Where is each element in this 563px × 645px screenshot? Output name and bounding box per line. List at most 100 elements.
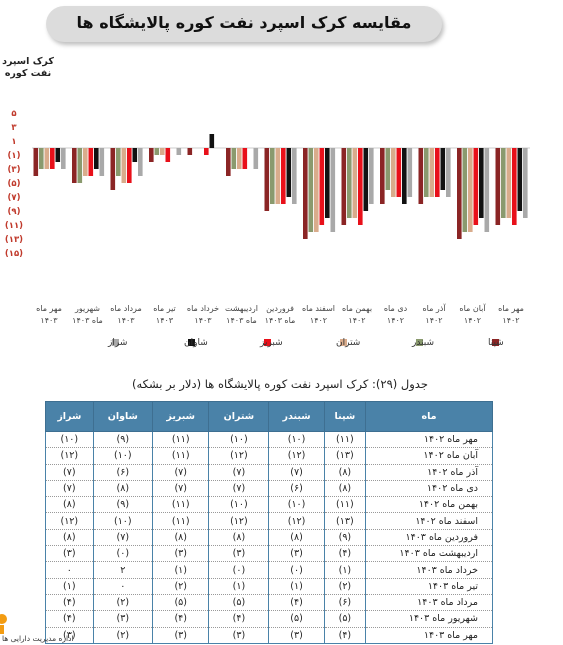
table-cell: (۱) (268, 578, 325, 595)
table-cell: آبان ماه ۱۴۰۲ (365, 447, 493, 465)
bar-شاوان (440, 148, 446, 190)
table-cell: (۱۲) (268, 512, 325, 530)
bar-شبریز (358, 148, 363, 225)
bar-شتران (506, 148, 512, 218)
footer-text: اداره مدیریت دارایی ها (2, 634, 74, 643)
bar-شپنا (457, 148, 462, 239)
table-cell: (۷) (92, 529, 153, 547)
table-cell: (۱۲) (208, 447, 269, 465)
table-cell: (۷) (45, 464, 94, 481)
table-cell: مهر ماه ۱۴۰۳ (365, 627, 493, 644)
bar-شبریز (473, 148, 479, 225)
bar-شراز (138, 148, 143, 176)
x-tick-label: خرداد ماه (187, 304, 219, 313)
y-tick-label: (۱۱) (5, 221, 23, 231)
bar-شتران (429, 148, 435, 197)
table-cell: (۱۱) (152, 447, 209, 465)
table-cell: (۲) (92, 627, 153, 644)
table-cell: (۱۰) (208, 496, 269, 514)
bar-شپنا (149, 148, 154, 162)
table-header-cell: شتران (208, 401, 270, 432)
table-cell: (۱۱) (323, 431, 366, 449)
chart-bars (32, 134, 530, 239)
table-row: آذر ماه ۱۴۰۲ (۸) (۷) (۷) (۷) (۶) (۷) (45, 464, 493, 481)
table-cell: مرداد ماه ۱۴۰۳ (365, 594, 493, 612)
bar-شبریز (204, 148, 209, 155)
table-row: مهر ماه ۱۴۰۲ (۱۱) (۱۰) (۱۰) (۱۱) (۹) (۱۰) (45, 431, 493, 449)
table-cell: (۸) (323, 464, 366, 481)
bar-شبندر (77, 148, 83, 183)
bar-شراز (330, 148, 336, 232)
table-row: مرداد ماه ۱۴۰۳ (۶) (۴) (۵) (۵) (۲) (۴) (45, 594, 493, 612)
table-cell: (۱۱) (152, 512, 209, 530)
logo-icon (0, 614, 7, 634)
bar-شتران (83, 148, 88, 176)
bar-شبریز (396, 148, 402, 197)
table-header-cell: شپنا (323, 401, 367, 432)
bar-شتران (314, 148, 319, 232)
table-row: خرداد ماه ۱۴۰۳ (۱) (۰) (۰) (۱) ۲ ۰ (45, 561, 493, 579)
table-cell: (۱۰) (268, 431, 325, 449)
table-cell: آذر ماه ۱۴۰۲ (365, 464, 493, 481)
table-row: تیر ماه ۱۴۰۳ (۲) (۱) (۱) (۲) ۰ (۱) (45, 578, 493, 595)
bar-شبریز (242, 148, 248, 169)
table-cell: (۴) (45, 594, 94, 612)
table-cell: تیر ماه ۱۴۰۳ (365, 578, 493, 595)
table-cell: (۱۰) (92, 512, 153, 530)
legend-swatch (112, 339, 119, 346)
table-cell: (۹) (92, 496, 153, 514)
table-cell: (۸) (323, 480, 366, 498)
table-cell: ۲ (92, 561, 153, 579)
table-cell: (۱۲) (45, 447, 94, 465)
bar-شپنا (264, 148, 270, 211)
x-tick-label: دی ماه (384, 304, 408, 313)
bar-شبریز (512, 148, 517, 225)
bar-شراز (369, 148, 374, 204)
table-cell: (۵) (268, 610, 325, 628)
bar-شپنا (72, 148, 77, 183)
legend-label: شبریز (259, 338, 283, 348)
legend-label: شتران (336, 338, 360, 348)
bar-شبندر (424, 148, 429, 197)
x-tick-label: ۱۴۰۲ (310, 316, 327, 325)
table-cell: (۴) (268, 594, 325, 612)
bar-شبریز (281, 148, 286, 204)
table-cell: (۴) (323, 627, 366, 644)
bar-شبندر (462, 148, 468, 232)
table-cell: (۱۳) (323, 447, 366, 465)
x-tick-label: بهمن ماه (342, 304, 372, 313)
y-tick-label: (۱۳) (5, 235, 23, 245)
bar-شاوان (132, 148, 138, 162)
table-cell: (۱۱) (323, 496, 366, 514)
bar-شاوان (479, 148, 484, 218)
table-row: آبان ماه ۱۴۰۲ (۱۳) (۱۲) (۱۲) (۱۱) (۱۰) (۱۲) (45, 447, 493, 465)
legend-label: شپنا (488, 338, 504, 348)
table-cell: خرداد ماه ۱۴۰۳ (365, 561, 493, 579)
table-row: شهریور ماه ۱۴۰۳ (۵) (۵) (۴) (۴) (۳) (۴) (45, 610, 493, 628)
table-cell: فروردین ماه ۱۴۰۳ (365, 529, 493, 547)
y-axis-ticks: ۵ ۳ ۱ (۱) (۳) (۵) (۷) (۹) (۱۱) (۱۳) (۱۵) (5, 109, 23, 259)
y-tick-label: ۳ (11, 123, 17, 133)
legend-label: شاوان (184, 338, 208, 348)
y-tick-label: (۵) (8, 179, 21, 189)
table-cell: (۴) (323, 545, 366, 563)
table-cell: (۷) (208, 464, 269, 481)
table-cell: (۴) (152, 610, 209, 628)
table-cell: (۱۰) (92, 447, 153, 465)
table-header-cell: شبریز (152, 401, 210, 432)
bar-شپنا (226, 148, 231, 176)
bar-شتران (275, 148, 281, 204)
table-header-cell: شراز (45, 401, 94, 432)
table-cell: (۲) (92, 594, 153, 612)
bar-شبندر (501, 148, 506, 218)
table-cell: (۵) (323, 610, 366, 628)
bar-شاوان (402, 148, 407, 204)
table-cell: (۶) (268, 480, 325, 498)
x-tick-label: ۱۴۰۳ (117, 316, 135, 325)
page-title: مقایسه کرک اسپرد نفت کوره پالایشگاه ها (76, 13, 412, 32)
bar-شپنا (341, 148, 347, 225)
bar-شبریز (435, 148, 440, 197)
x-tick-label: اسفند ماه (302, 304, 335, 313)
x-tick-label: ۱۴۰۳ (194, 316, 212, 325)
